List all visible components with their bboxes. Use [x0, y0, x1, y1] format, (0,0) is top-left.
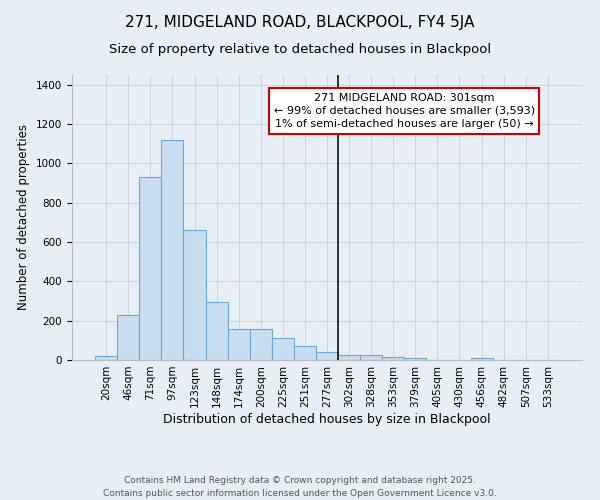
Bar — [117, 315, 139, 360]
Bar — [338, 355, 360, 360]
Bar — [184, 230, 206, 360]
Bar — [95, 356, 117, 360]
Y-axis label: Number of detached properties: Number of detached properties — [17, 124, 31, 310]
Bar — [360, 355, 382, 360]
Bar — [139, 177, 161, 360]
Bar — [272, 338, 294, 360]
Text: Size of property relative to detached houses in Blackpool: Size of property relative to detached ho… — [109, 42, 491, 56]
Bar — [470, 358, 493, 360]
Bar — [316, 352, 338, 360]
Bar — [294, 346, 316, 360]
Bar — [161, 140, 184, 360]
Bar — [250, 328, 272, 360]
Bar — [382, 357, 404, 360]
Bar — [227, 328, 250, 360]
Text: 271, MIDGELAND ROAD, BLACKPOOL, FY4 5JA: 271, MIDGELAND ROAD, BLACKPOOL, FY4 5JA — [125, 15, 475, 30]
Bar — [206, 302, 227, 360]
Text: 271 MIDGELAND ROAD: 301sqm
← 99% of detached houses are smaller (3,593)
1% of se: 271 MIDGELAND ROAD: 301sqm ← 99% of deta… — [274, 92, 535, 129]
X-axis label: Distribution of detached houses by size in Blackpool: Distribution of detached houses by size … — [163, 412, 491, 426]
Bar — [404, 358, 427, 360]
Text: Contains HM Land Registry data © Crown copyright and database right 2025.
Contai: Contains HM Land Registry data © Crown c… — [103, 476, 497, 498]
